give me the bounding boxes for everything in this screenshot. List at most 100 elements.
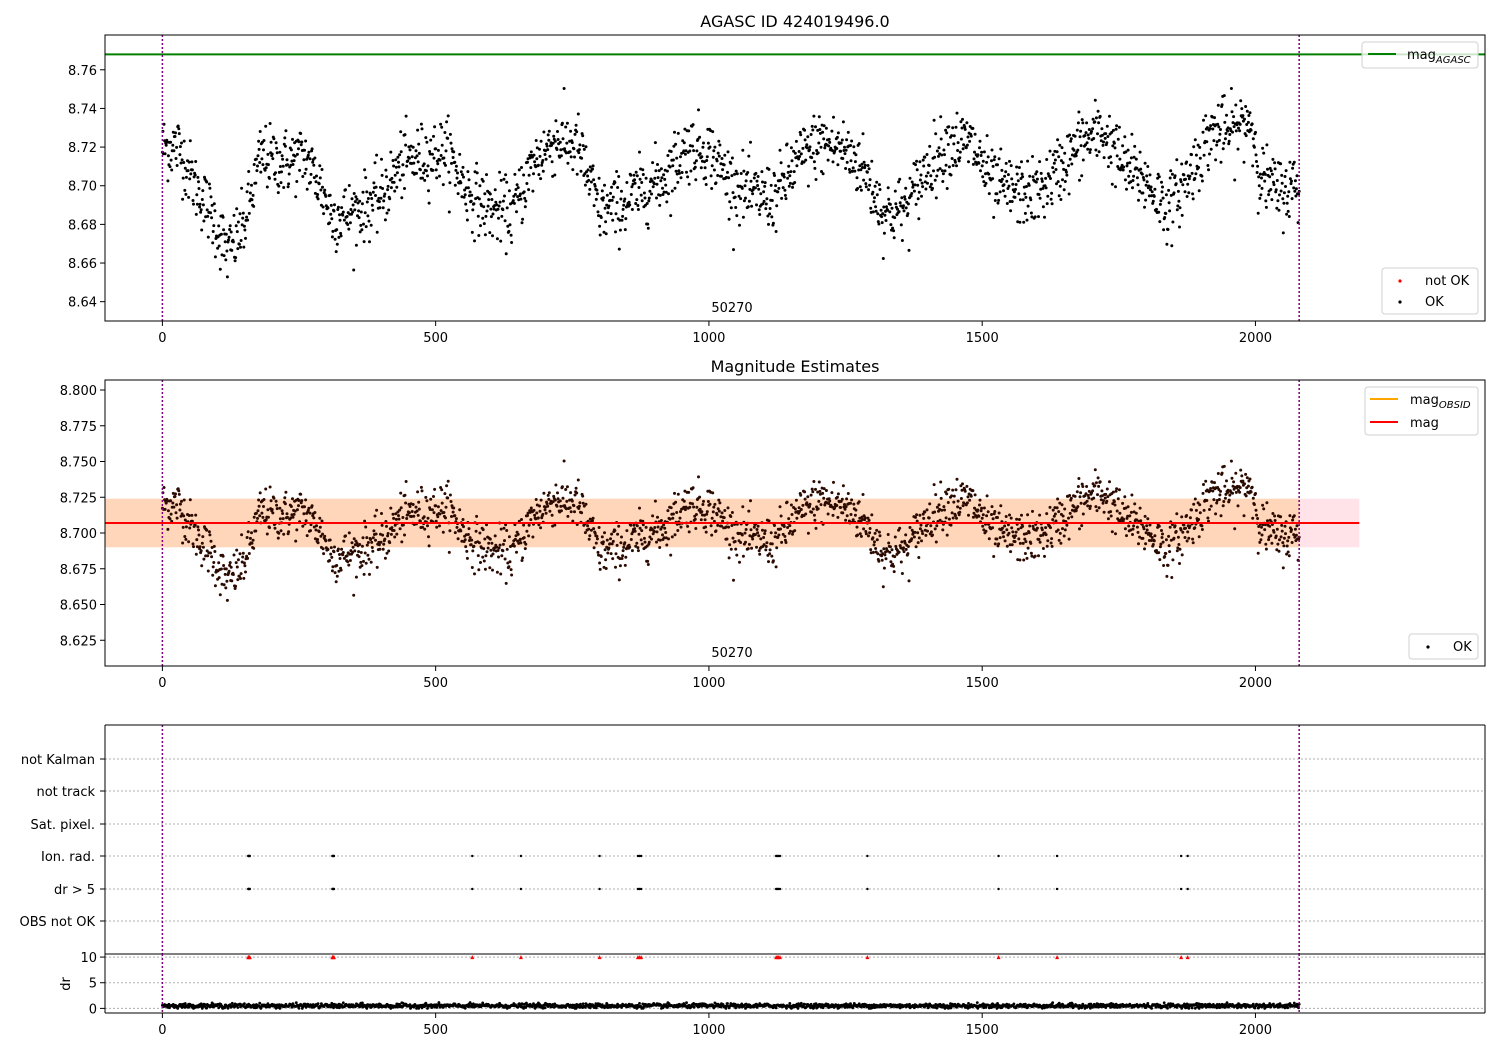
ok-point: [899, 560, 903, 564]
ok-point: [283, 496, 287, 500]
ok-point: [720, 511, 724, 515]
middle-legend-points: OK: [1408, 633, 1479, 660]
ok-point: [574, 486, 578, 490]
ok-point: [293, 509, 297, 513]
ok-point: [1100, 489, 1104, 493]
ok-point: [1288, 160, 1292, 164]
ok-point: [1228, 133, 1232, 136]
ok-point: [287, 172, 291, 176]
ok-point: [1132, 155, 1136, 159]
ok-point: [603, 183, 606, 187]
ok-point: [484, 214, 488, 218]
ok-point: [1092, 496, 1096, 500]
ok-point: [572, 147, 576, 151]
ok-point: [1098, 114, 1102, 118]
ok-point: [1226, 491, 1230, 494]
ok-point: [683, 127, 687, 131]
ok-point: [1056, 180, 1060, 184]
ok-point: [1053, 149, 1057, 153]
ok-point: [1279, 515, 1283, 519]
ok-point: [165, 140, 169, 144]
ok-point: [765, 197, 769, 201]
ok-point: [859, 168, 863, 172]
ok-point: [952, 494, 956, 498]
ok-point: [500, 554, 504, 558]
ok-point: [573, 132, 577, 136]
y-tick-label: 8.70: [68, 180, 97, 195]
ok-point: [510, 241, 514, 244]
ok-point: [720, 157, 724, 160]
ok-point: [660, 176, 664, 180]
ok-point: [1271, 512, 1275, 515]
ok-point: [369, 538, 373, 541]
ok-point: [1282, 544, 1286, 548]
ok-point: [1040, 177, 1044, 181]
ok-point: [269, 140, 273, 144]
y-tick-label: 8.625: [60, 634, 97, 649]
ok-point: [1270, 541, 1274, 545]
ok-point: [539, 177, 543, 181]
ok-point: [818, 489, 822, 493]
ok-point: [1258, 172, 1262, 176]
ok-point: [1068, 511, 1072, 515]
ok-point: [307, 506, 311, 510]
ok-point: [614, 212, 618, 216]
ok-point: [898, 177, 902, 181]
ok-point: [780, 540, 784, 544]
ok-point: [522, 523, 526, 527]
dr-point: [451, 1004, 455, 1008]
ok-point: [1185, 539, 1189, 543]
ok-point: [206, 214, 210, 218]
ok-point: [443, 492, 447, 496]
ok-point: [1281, 566, 1285, 570]
ok-point: [671, 158, 675, 162]
ok-point: [199, 210, 203, 214]
ok-point: [664, 190, 668, 194]
ok-point: [364, 525, 368, 529]
ok-point: [980, 516, 984, 520]
ok-point: [396, 155, 400, 159]
ok-point: [271, 157, 275, 161]
ok-point: [623, 563, 627, 567]
ok-point: [965, 143, 969, 147]
ok-point: [1045, 202, 1049, 206]
ok-point: [1178, 562, 1181, 565]
ok-point: [894, 544, 898, 548]
ok-point: [653, 499, 657, 503]
ok-point: [963, 127, 967, 131]
ok-point: [661, 193, 665, 196]
ok-point: [926, 171, 930, 175]
ok-point: [958, 506, 962, 510]
ok-point: [1197, 166, 1201, 169]
ok-point: [883, 213, 887, 217]
ok-point: [608, 198, 612, 202]
ok-point: [408, 148, 412, 152]
ok-point: [257, 498, 261, 502]
ok-point: [907, 248, 911, 252]
ok-point: [835, 147, 839, 150]
ok-point: [1212, 139, 1216, 143]
ok-point: [295, 508, 299, 512]
ok-point: [1126, 505, 1130, 509]
ok-point: [482, 205, 486, 209]
ok-point: [169, 499, 173, 503]
ok-point: [888, 550, 892, 554]
ok-point: [514, 188, 518, 191]
ok-point: [1175, 158, 1179, 162]
ok-point: [1121, 501, 1125, 505]
ok-point: [1123, 135, 1127, 139]
ok-point: [1010, 200, 1014, 203]
flag-point: [332, 887, 336, 891]
ok-point: [283, 502, 287, 506]
ok-point: [1043, 554, 1046, 558]
ok-point: [619, 541, 623, 545]
ok-point: [1172, 536, 1176, 540]
ok-point: [747, 154, 751, 158]
ok-point: [969, 494, 973, 498]
ok-point: [515, 210, 518, 214]
ok-point: [684, 149, 688, 153]
ok-point: [1068, 157, 1072, 161]
ok-point: [694, 178, 698, 182]
ok-point: [1282, 191, 1286, 195]
ok-point: [633, 527, 637, 531]
